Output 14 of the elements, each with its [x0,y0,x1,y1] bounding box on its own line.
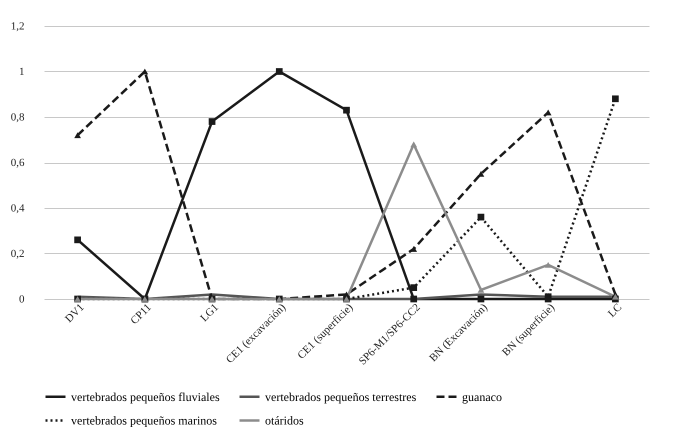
y-tick-label: 0 [19,294,25,306]
y-tick-label: 1,2 [10,20,24,32]
y-tick-label: 1 [19,66,24,78]
legend-label: guanaco [462,390,502,404]
y-tick-label: 0,6 [10,157,25,169]
legend-label: vertebrados pequeños terrestres [265,390,417,404]
legend-label: vertebrados pequeños marinos [71,414,218,428]
x-tick-label: LG1 [198,302,222,324]
y-tick-label: 0,2 [10,248,24,260]
y-tick-label: 0,4 [10,202,25,214]
legend-label: vertebrados pequeños fluviales [71,390,220,404]
legend-label: otáridos [265,414,304,428]
x-tick-label: LC [606,302,624,320]
y-tick-label: 0,8 [10,112,25,124]
